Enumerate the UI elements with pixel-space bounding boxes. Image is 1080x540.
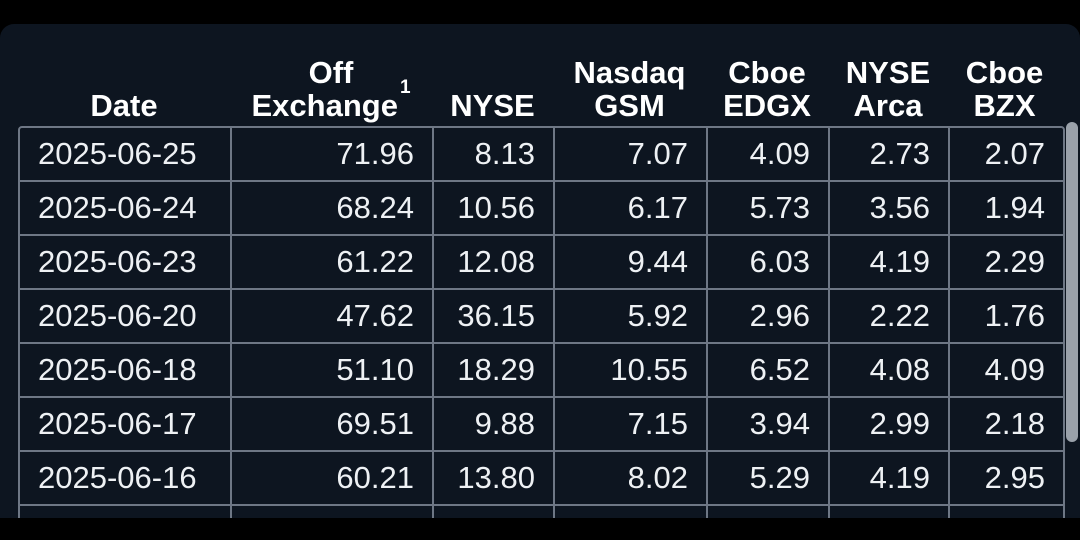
table-cell-off-exchange: 60.21 (232, 452, 434, 504)
table-cell-nasdaq-gsm: 7.07 (555, 128, 708, 180)
table-row[interactable]: 2025-06-18 51.10 18.29 10.55 6.52 4.08 4.09 (20, 344, 1063, 398)
table-cell-cboe-edgx: 6.03 (708, 236, 830, 288)
table-cell-date: 2025-06-24 (20, 182, 232, 234)
table-cell-nyse: 36.15 (434, 290, 555, 342)
table-row[interactable]: 2025-06-16 60.21 13.80 8.02 5.29 4.19 2.95 (20, 452, 1063, 506)
table-cell-nyse: 13.80 (434, 452, 555, 504)
column-header-nyse-arca[interactable]: NYSE Arca (828, 24, 948, 126)
vertical-scrollbar[interactable] (1066, 122, 1078, 442)
column-header-nasdaq-gsm[interactable]: Nasdaq GSM (553, 24, 706, 126)
column-header-text: Exchange (251, 88, 398, 123)
table-cell-cboe-edgx: 6.52 (708, 344, 830, 396)
table-cell-date: 2025-06-23 (20, 236, 232, 288)
table-row[interactable]: 2025-06-17 69.51 9.88 7.15 3.94 2.99 2.18 (20, 398, 1063, 452)
column-header-line: Date (90, 88, 158, 123)
table-cell-date: 2025-06-16 (20, 452, 232, 504)
column-header-off-exchange[interactable]: Off Exchange1 (230, 24, 432, 126)
table-row[interactable]: 2025-06-24 68.24 10.56 6.17 5.73 3.56 1.94 (20, 182, 1063, 236)
table-cell-date: 2025-06-17 (20, 398, 232, 450)
table-row[interactable]: 2025-06-25 71.96 8.13 7.07 4.09 2.73 2.07 (20, 128, 1063, 182)
column-header-line: Nasdaq (573, 55, 686, 90)
table-cell-nasdaq-gsm: 5.92 (555, 290, 708, 342)
column-header-line: EDGX (723, 88, 811, 123)
column-header-line (432, 56, 553, 89)
table-cell-off-exchange: 71.96 (232, 128, 434, 180)
table-cell-date: 2025-06-20 (20, 290, 232, 342)
table-cell-nyse: 18.29 (434, 344, 555, 396)
column-header-line: Off (308, 55, 354, 90)
table-cell-cboe-bzx: 2.18 (984, 406, 1045, 441)
table-cell-nyse-arca: 2.22 (830, 290, 950, 342)
table-cell-off-exchange: 47.62 (232, 290, 434, 342)
table-cell-date: 2025-06-18 (20, 344, 232, 396)
column-header-line: GSM (594, 88, 665, 123)
table-cell-off-exchange: 51.10 (232, 344, 434, 396)
table-cell-date: 2025-06-13 (20, 506, 232, 518)
table-cell-off-exchange: 70.69 (232, 506, 434, 518)
table-cell-cboe-bzx: 2.95 (984, 460, 1045, 495)
bottom-bar (0, 518, 1080, 540)
column-header-line (18, 56, 230, 89)
table-cell-nyse-arca: 3.56 (830, 182, 950, 234)
table-cell-nasdaq-gsm: 10.55 (555, 344, 708, 396)
table-cell-nyse-arca: 2.40 (830, 506, 950, 518)
table-cell-cboe-bzx: 2.29 (984, 244, 1045, 279)
column-header-line: NYSE (845, 55, 931, 90)
column-header-line: NYSE (450, 88, 535, 123)
table-row[interactable]: 2025-06-1370.696.617.754.542.402.74 (20, 506, 1063, 518)
table-cell-off-exchange: 68.24 (232, 182, 434, 234)
table-cell-cboe-edgx: 2.96 (708, 290, 830, 342)
table-cell-nasdaq-gsm: 9.44 (555, 236, 708, 288)
table-cell-cboe-bzx: 1.94 (984, 190, 1045, 225)
table-cell-cboe-edgx: 5.29 (708, 452, 830, 504)
column-header-nyse[interactable]: NYSE (432, 24, 553, 126)
table-cell-nyse: 12.08 (434, 236, 555, 288)
table-cell-nasdaq-gsm: 6.17 (555, 182, 708, 234)
data-table-panel: Date Off Exchange1 NYSE Nasdaq GSM Cboe EDGX NY… (0, 24, 1080, 518)
column-header-line: Cboe (965, 55, 1044, 90)
table-cell-nyse: 8.13 (434, 128, 555, 180)
column-header-cboe-bzx[interactable]: Cboe BZX (948, 24, 1061, 126)
table-cell-date: 2025-06-25 (20, 128, 232, 180)
table-cell-cboe-edgx: 4.09 (708, 128, 830, 180)
column-header-cboe-edgx[interactable]: Cboe EDGX (706, 24, 828, 126)
table-row[interactable]: 2025-06-20 47.62 36.15 5.92 2.96 2.22 1.76 (20, 290, 1063, 344)
table-cell-nasdaq-gsm: 8.02 (555, 452, 708, 504)
column-header-date[interactable]: Date (18, 24, 230, 126)
table-cell-nyse-arca: 4.19 (830, 236, 950, 288)
table-cell-cboe-bzx: 4.09 (984, 352, 1045, 387)
table-cell-off-exchange: 69.51 (232, 398, 434, 450)
column-header-line: Arca (853, 88, 923, 123)
table-cell-cboe-edgx: 4.54 (708, 506, 830, 518)
table-cell-nyse: 9.88 (434, 398, 555, 450)
footnote-marker[interactable]: 1 (399, 76, 411, 98)
table-cell-nyse-arca: 4.19 (830, 452, 950, 504)
table-cell-nyse-arca: 2.73 (830, 128, 950, 180)
table-cell-cboe-edgx: 5.73 (708, 182, 830, 234)
table-cell-nyse: 6.61 (434, 506, 555, 518)
table-cell-cboe-bzx: 2.74 (950, 506, 1063, 518)
table-cell-cboe-edgx: 3.94 (708, 398, 830, 450)
table-cell-nasdaq-gsm: 7.15 (555, 398, 708, 450)
table-cell-nyse-arca: 4.08 (830, 344, 950, 396)
table-cell-nyse: 10.56 (434, 182, 555, 234)
table-cell-off-exchange: 61.22 (232, 236, 434, 288)
table-cell-cboe-bzx: 2.07 (984, 136, 1045, 171)
column-header-line: Cboe (728, 55, 806, 90)
column-header-line: Exchange1 (230, 78, 432, 123)
table-cell-nasdaq-gsm: 7.75 (555, 506, 708, 518)
column-header-line: BZX (973, 88, 1036, 123)
top-bar (0, 0, 1080, 24)
table-row[interactable]: 2025-06-23 61.22 12.08 9.44 6.03 4.19 2.29 (20, 236, 1063, 290)
table-cell-cboe-bzx: 1.76 (984, 298, 1045, 333)
table-body[interactable]: 2025-06-25 71.96 8.13 7.07 4.09 2.73 2.07 2025-… (18, 126, 1065, 518)
table-cell-nyse-arca: 2.99 (830, 398, 950, 450)
